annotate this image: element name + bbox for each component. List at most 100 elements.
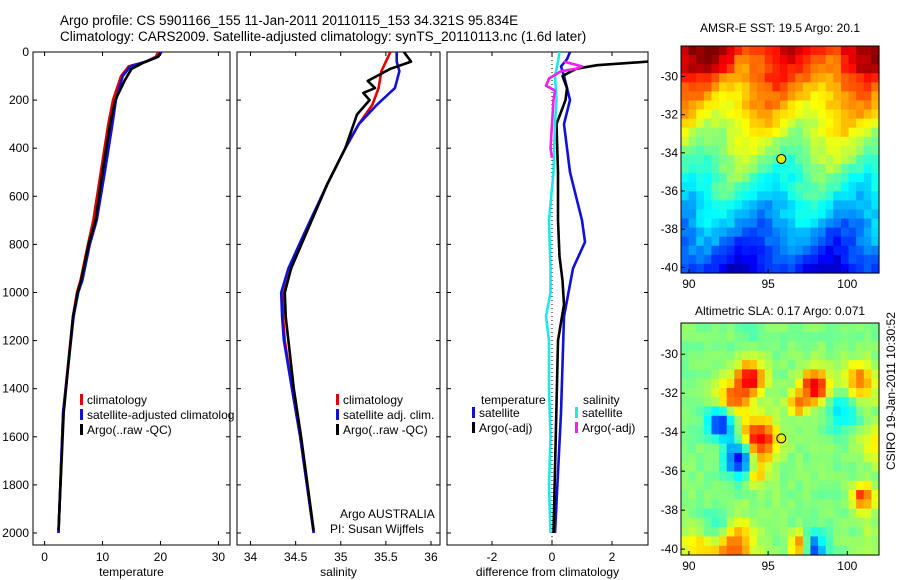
altimetric_sla-cell <box>795 425 804 435</box>
altimetric_sla-cell <box>681 323 690 333</box>
amsre_sst-cell <box>711 263 720 274</box>
amsre_sst-cell <box>711 254 720 265</box>
amsre_sst-cell <box>833 109 842 120</box>
salinity-series-group <box>279 52 413 534</box>
amsre_sst-cell <box>711 82 720 92</box>
altimetric_sla-cell <box>741 462 751 473</box>
altimetric_sla-cell <box>795 480 804 491</box>
amsre_sst-cell <box>703 100 713 111</box>
amsre_sst-cell <box>818 182 827 192</box>
amsre_sst-cell <box>726 46 735 56</box>
altimetric_sla-cell <box>825 341 834 352</box>
amsre_sst-cell <box>741 227 751 238</box>
amsre_sst-cell <box>703 64 713 74</box>
altimetric_sla-cell <box>696 332 705 343</box>
altimetric_sla-cell <box>863 508 872 519</box>
amsre_sst-cell <box>703 127 713 138</box>
amsre_sst-cell <box>726 55 735 65</box>
amsre_sst-cell <box>681 100 690 111</box>
altimetric_sla-cell <box>848 415 857 426</box>
salinity-legend-entry-swatch <box>336 409 339 420</box>
amsre_sst-cell <box>833 91 842 102</box>
amsre_sst-cell <box>848 127 857 138</box>
amsre_sst-cell <box>741 218 751 229</box>
amsre_sst-cell <box>749 245 758 256</box>
amsre_sst-cell <box>871 136 880 147</box>
altimetric_sla-cell <box>749 545 758 556</box>
amsre_sst-cell <box>726 145 735 156</box>
amsre_sst-cell <box>772 209 781 220</box>
altimetric_sla-cell <box>734 434 743 445</box>
amsre_sst-cell <box>688 145 697 156</box>
amsre_sst-cell <box>840 82 850 92</box>
altimetric_sla-cell <box>772 406 781 417</box>
amsre_sst-cell <box>734 209 743 220</box>
amsre_sst-cell <box>787 191 796 201</box>
altimetric_sla-cell <box>856 443 865 454</box>
altimetric_sla-cell <box>749 369 758 380</box>
amsre_sst-cell <box>703 236 713 247</box>
amsre_sst-cell <box>795 173 804 183</box>
amsre_sst-cell <box>711 100 720 111</box>
altimetric_sla-cell <box>818 443 827 454</box>
timestamp-stamp: CSIRO 19-Jan-2011 10:30:52 <box>884 312 898 470</box>
amsre_sst-cell <box>734 227 743 238</box>
amsre_sst-cell <box>734 200 743 211</box>
altimetric_sla-cell <box>787 545 796 556</box>
amsre_sst-cell <box>734 136 743 147</box>
altimetric_sla-cell <box>681 369 690 380</box>
amsre_sst-cell <box>818 236 827 247</box>
amsre_sst-cell <box>726 64 735 74</box>
altimetric_sla-xtick-label: 90 <box>682 559 696 573</box>
altimetric_sla-cell <box>734 415 743 426</box>
altimetric_sla-cell <box>749 480 758 491</box>
amsre_sst-cell <box>688 191 697 201</box>
altimetric_sla-cell <box>780 323 789 333</box>
altimetric_sla-cell <box>840 527 850 538</box>
amsre_sst-cell <box>764 227 773 238</box>
altimetric_sla-cell <box>681 425 690 435</box>
altimetric_sla-cell <box>772 443 781 454</box>
altimetric_sla-cell <box>818 480 827 491</box>
altimetric_sla-cell <box>802 452 812 463</box>
altimetric_sla-cell <box>703 415 713 426</box>
altimetric_sla-cell <box>688 517 697 528</box>
altimetric_sla-cell <box>780 397 789 408</box>
amsre_sst-cell <box>833 263 842 274</box>
amsre_sst-cell <box>696 55 705 65</box>
altimetric_sla-cell <box>810 387 819 398</box>
amsre_sst-cell <box>719 173 728 183</box>
altimetric_sla-ytick-label: -36 <box>661 464 679 478</box>
amsre_sst-cell <box>856 127 865 138</box>
altimetric_sla-cell <box>787 517 796 528</box>
amsre_sst-cell <box>833 236 842 247</box>
amsre_sst-cell <box>734 82 743 92</box>
altimetric_sla-cell <box>726 545 735 556</box>
amsre_sst-cell <box>856 173 865 183</box>
amsre_sst-cell <box>825 73 834 83</box>
amsre_sst-cell <box>863 245 872 256</box>
amsre_sst-cell <box>726 263 735 274</box>
amsre_sst-cell <box>818 263 827 274</box>
altimetric_sla-cell <box>840 341 850 352</box>
altimetric_sla-cell <box>787 471 796 482</box>
amsre_sst-cell <box>764 173 773 183</box>
amsre_sst-cell <box>780 227 789 238</box>
altimetric_sla-cell <box>772 517 781 528</box>
amsre_sst-cell <box>696 227 705 238</box>
altimetric_sla-cell <box>810 545 819 556</box>
amsre_sst-cell <box>871 154 880 165</box>
altimetric_sla-cell <box>810 527 819 538</box>
altimetric_sla-cell <box>871 332 880 343</box>
amsre_sst-cell <box>863 91 872 102</box>
altimetric_sla-cell <box>833 350 842 361</box>
altimetric_sla-cell <box>741 490 751 500</box>
altimetric_sla-cell <box>856 508 865 519</box>
altimetric_sla-cell <box>825 415 834 426</box>
amsre_sst-cell <box>757 100 766 111</box>
altimetric_sla-cell <box>810 452 819 463</box>
altimetric_sla-cell <box>787 508 796 519</box>
altimetric_sla-cell <box>726 350 735 361</box>
altimetric_sla-cell <box>780 341 789 352</box>
amsre_sst-cell <box>818 254 827 265</box>
